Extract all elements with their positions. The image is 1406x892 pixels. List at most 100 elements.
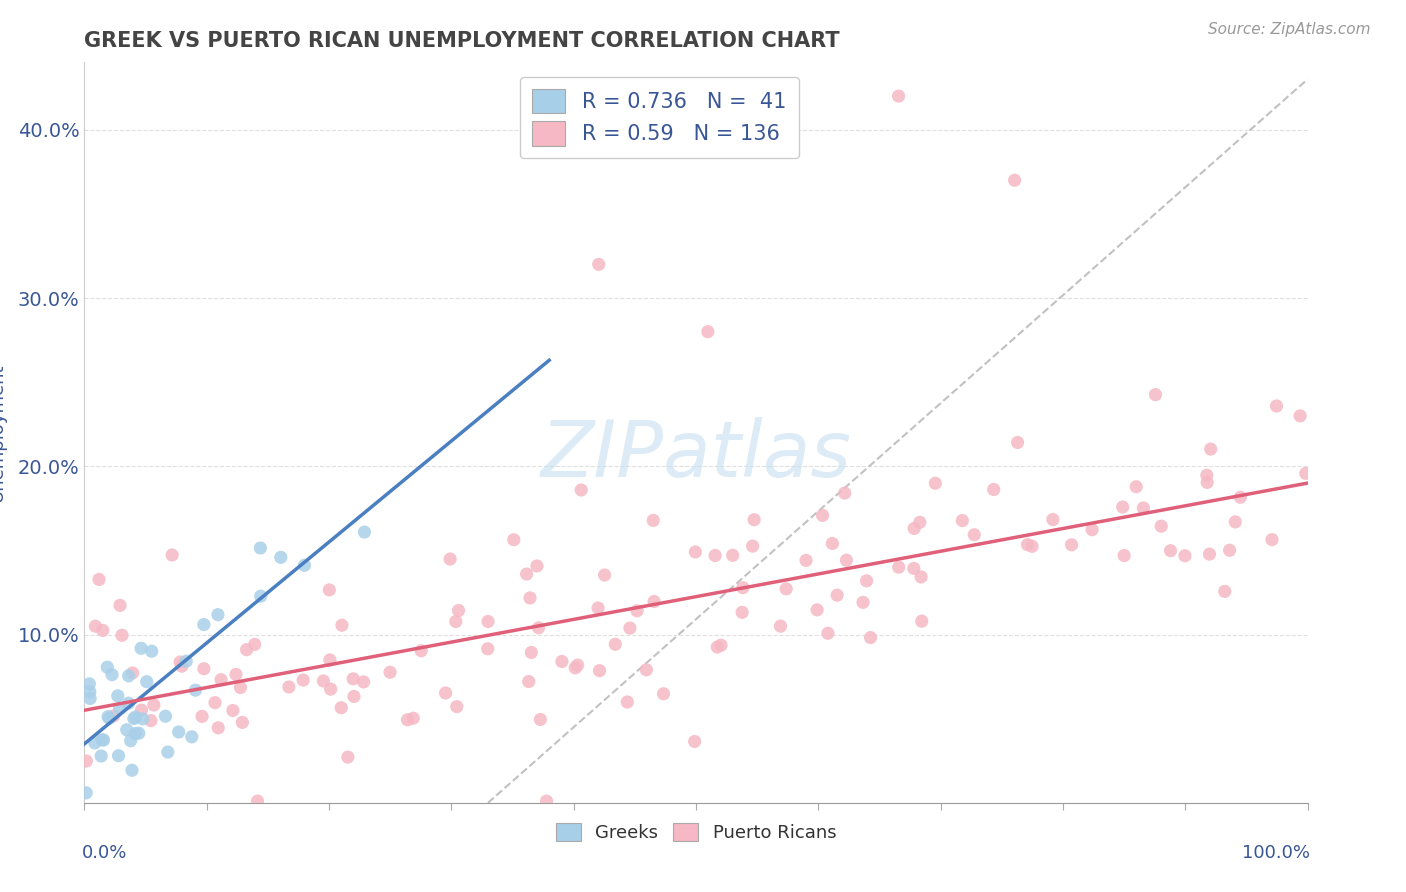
Point xyxy=(710,638,733,652)
Point xyxy=(588,664,610,678)
Point xyxy=(170,659,193,673)
Point xyxy=(117,696,139,710)
Point xyxy=(169,655,191,669)
Point xyxy=(318,582,340,597)
Point xyxy=(910,570,932,584)
Point xyxy=(527,621,550,635)
Point xyxy=(79,677,101,691)
Point xyxy=(336,750,359,764)
Point xyxy=(402,711,425,725)
Point xyxy=(519,591,541,605)
Text: 0.0%: 0.0% xyxy=(82,844,128,862)
Point xyxy=(1225,515,1247,529)
Point xyxy=(131,703,153,717)
Point xyxy=(229,681,252,695)
Point xyxy=(1125,480,1147,494)
Point xyxy=(1060,538,1083,552)
Point xyxy=(1081,523,1104,537)
Point xyxy=(191,709,214,723)
Point xyxy=(806,603,828,617)
Point xyxy=(246,794,269,808)
Point xyxy=(107,689,129,703)
Point xyxy=(855,574,877,588)
Point xyxy=(731,605,754,619)
Point xyxy=(950,514,973,528)
Point xyxy=(330,700,353,714)
Point xyxy=(124,710,146,724)
Point xyxy=(887,89,910,103)
Point xyxy=(167,725,190,739)
Point xyxy=(139,714,162,728)
Point xyxy=(593,568,616,582)
Point xyxy=(75,786,97,800)
Point xyxy=(963,527,986,541)
Point xyxy=(887,560,910,574)
Point xyxy=(83,736,105,750)
Point xyxy=(128,726,150,740)
Point xyxy=(93,733,115,747)
Point xyxy=(90,749,112,764)
Point xyxy=(769,619,792,633)
Point xyxy=(859,631,882,645)
Point xyxy=(1150,519,1173,533)
Text: Source: ZipAtlas.com: Source: ZipAtlas.com xyxy=(1208,22,1371,37)
Point xyxy=(222,704,245,718)
Point xyxy=(526,558,548,573)
Point xyxy=(79,691,101,706)
Point xyxy=(98,711,121,725)
Point xyxy=(835,553,858,567)
Point xyxy=(741,539,763,553)
Point xyxy=(132,712,155,726)
Point xyxy=(446,699,468,714)
Point xyxy=(278,680,301,694)
Point xyxy=(616,695,638,709)
Point xyxy=(204,696,226,710)
Point xyxy=(825,588,848,602)
Point xyxy=(447,603,470,617)
Point xyxy=(696,325,718,339)
Point xyxy=(1132,500,1154,515)
Point xyxy=(135,674,157,689)
Point xyxy=(794,553,817,567)
Point xyxy=(115,723,138,737)
Point xyxy=(1295,467,1317,481)
Point xyxy=(249,589,271,603)
Point xyxy=(706,640,728,654)
Point xyxy=(721,549,744,563)
Point xyxy=(124,726,146,740)
Point xyxy=(1111,500,1133,514)
Point xyxy=(96,660,118,674)
Point xyxy=(117,669,139,683)
Point xyxy=(1199,442,1222,456)
Point xyxy=(626,604,648,618)
Point xyxy=(411,644,433,658)
Point xyxy=(1160,543,1182,558)
Point xyxy=(834,486,856,500)
Point xyxy=(477,615,499,629)
Point xyxy=(551,655,574,669)
Point xyxy=(811,508,834,523)
Point xyxy=(292,673,315,687)
Point xyxy=(643,594,665,608)
Point xyxy=(91,624,114,638)
Point xyxy=(108,599,131,613)
Point xyxy=(91,732,114,747)
Point xyxy=(643,513,665,527)
Point xyxy=(319,682,342,697)
Point xyxy=(353,674,375,689)
Point xyxy=(1021,539,1043,553)
Point xyxy=(396,713,419,727)
Point xyxy=(103,709,125,723)
Point xyxy=(924,476,946,491)
Point xyxy=(1261,533,1284,547)
Point xyxy=(79,685,101,699)
Point xyxy=(517,674,540,689)
Point xyxy=(1219,543,1241,558)
Point xyxy=(155,709,177,723)
Point xyxy=(821,536,844,550)
Point xyxy=(636,663,658,677)
Point xyxy=(342,672,364,686)
Text: GREEK VS PUERTO RICAN UNEMPLOYMENT CORRELATION CHART: GREEK VS PUERTO RICAN UNEMPLOYMENT CORRE… xyxy=(84,31,839,51)
Point xyxy=(294,558,316,573)
Point xyxy=(817,626,839,640)
